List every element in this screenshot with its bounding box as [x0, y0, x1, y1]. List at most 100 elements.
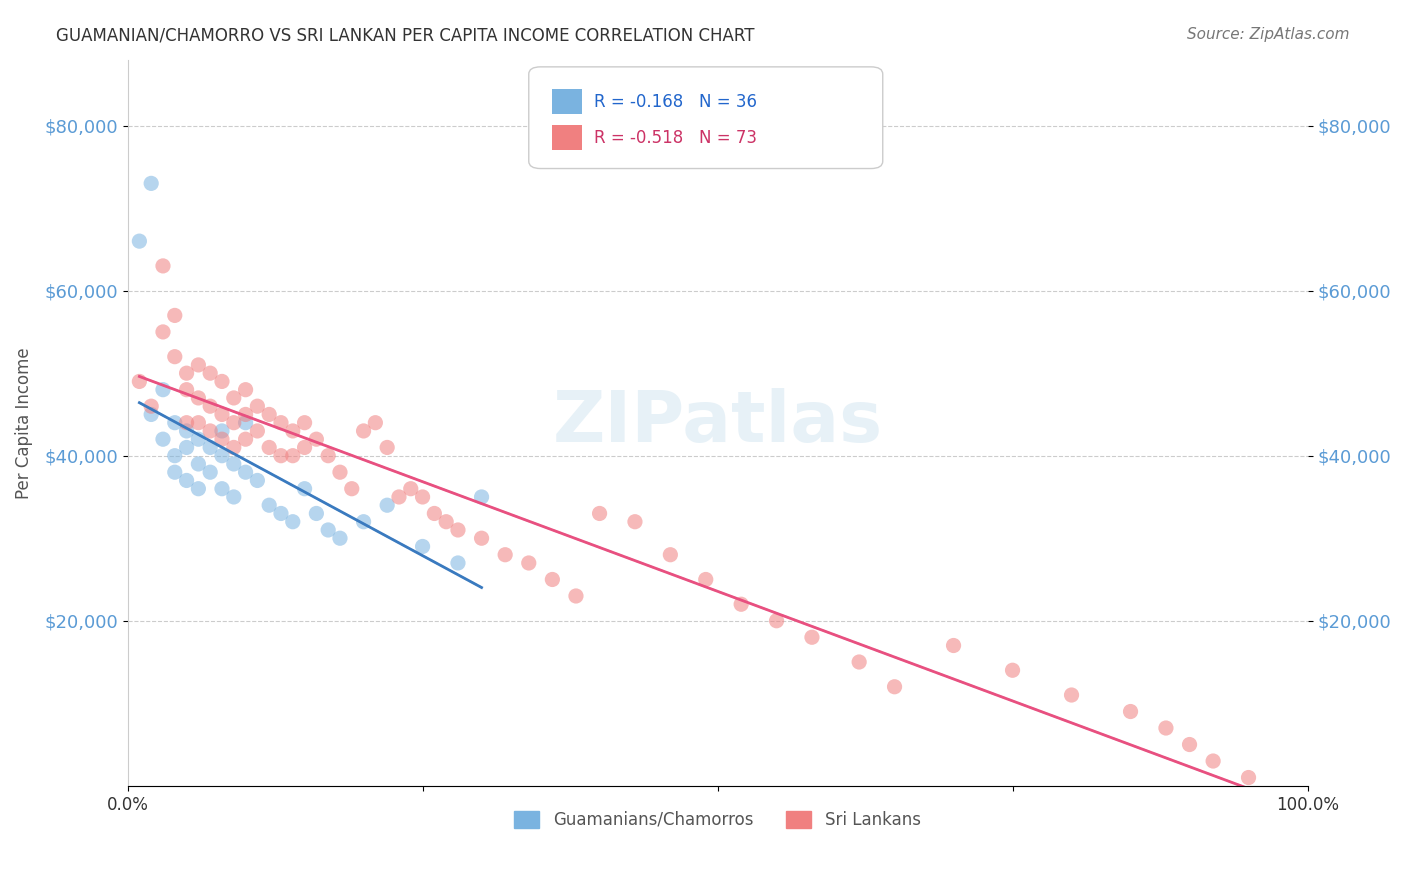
Point: [198, 366, 221, 380]
Point: [1202, 754, 1225, 768]
Point: [294, 416, 316, 430]
Point: [198, 424, 221, 438]
Bar: [553, 88, 582, 114]
Point: [471, 531, 494, 545]
Point: [1237, 771, 1260, 785]
Point: [364, 416, 387, 430]
Point: [235, 416, 257, 430]
Point: [235, 432, 257, 446]
Point: [340, 482, 363, 496]
Point: [222, 441, 245, 455]
Point: [187, 391, 209, 405]
Point: [848, 655, 870, 669]
Point: [800, 630, 823, 644]
Point: [246, 424, 269, 438]
Point: [141, 177, 163, 191]
Point: [329, 465, 352, 479]
Point: [624, 515, 647, 529]
Point: [211, 432, 233, 446]
Point: [141, 399, 163, 413]
Point: [765, 614, 787, 628]
Point: [1154, 721, 1177, 735]
Point: [412, 490, 434, 504]
Point: [152, 432, 174, 446]
Bar: [553, 125, 582, 151]
Text: GUAMANIAN/CHAMORRO VS SRI LANKAN PER CAPITA INCOME CORRELATION CHART: GUAMANIAN/CHAMORRO VS SRI LANKAN PER CAP…: [56, 27, 755, 45]
Point: [152, 325, 174, 339]
Point: [176, 441, 198, 455]
Point: [270, 416, 292, 430]
Point: [222, 457, 245, 471]
Point: [141, 408, 163, 422]
Point: [257, 498, 280, 512]
Point: [695, 573, 717, 587]
Point: [187, 358, 209, 372]
Point: [316, 523, 339, 537]
Point: [187, 432, 209, 446]
Point: [294, 441, 316, 455]
Point: [176, 416, 198, 430]
Point: [659, 548, 682, 562]
Point: [211, 424, 233, 438]
Point: [235, 465, 257, 479]
Point: [198, 465, 221, 479]
Point: [211, 482, 233, 496]
Point: [163, 416, 186, 430]
Point: [1060, 688, 1083, 702]
Point: [128, 234, 150, 248]
Point: [235, 408, 257, 422]
Point: [211, 449, 233, 463]
Point: [163, 350, 186, 364]
Point: [1285, 820, 1308, 834]
Point: [1296, 837, 1319, 851]
Point: [270, 507, 292, 521]
Text: R = -0.518   N = 73: R = -0.518 N = 73: [593, 129, 756, 147]
Point: [541, 573, 564, 587]
Point: [1261, 787, 1284, 801]
Text: ZIPatlas: ZIPatlas: [553, 388, 883, 458]
Point: [128, 375, 150, 389]
Point: [412, 540, 434, 554]
Point: [942, 639, 965, 653]
Y-axis label: Per Capita Income: Per Capita Income: [15, 347, 32, 499]
Point: [176, 366, 198, 380]
Point: [246, 474, 269, 488]
Point: [176, 424, 198, 438]
Point: [316, 449, 339, 463]
Point: [270, 449, 292, 463]
Point: [588, 507, 610, 521]
Point: [152, 383, 174, 397]
Point: [375, 441, 398, 455]
Point: [353, 515, 375, 529]
Point: [222, 490, 245, 504]
Point: [187, 482, 209, 496]
Point: [152, 259, 174, 273]
Point: [176, 474, 198, 488]
Point: [257, 441, 280, 455]
Point: [187, 457, 209, 471]
FancyBboxPatch shape: [529, 67, 883, 169]
Point: [883, 680, 905, 694]
Point: [329, 531, 352, 545]
Point: [281, 449, 304, 463]
Point: [257, 408, 280, 422]
Point: [187, 416, 209, 430]
Point: [565, 589, 588, 603]
Point: [163, 449, 186, 463]
Point: [235, 383, 257, 397]
Point: [447, 556, 470, 570]
Point: [222, 416, 245, 430]
Point: [517, 556, 540, 570]
Point: [447, 523, 470, 537]
Point: [375, 498, 398, 512]
Point: [434, 515, 457, 529]
Text: Source: ZipAtlas.com: Source: ZipAtlas.com: [1187, 27, 1350, 42]
Point: [1119, 705, 1142, 719]
Point: [730, 597, 752, 611]
Point: [211, 408, 233, 422]
Point: [305, 432, 328, 446]
Point: [1178, 738, 1201, 752]
Point: [198, 441, 221, 455]
Point: [399, 482, 422, 496]
Point: [163, 309, 186, 323]
